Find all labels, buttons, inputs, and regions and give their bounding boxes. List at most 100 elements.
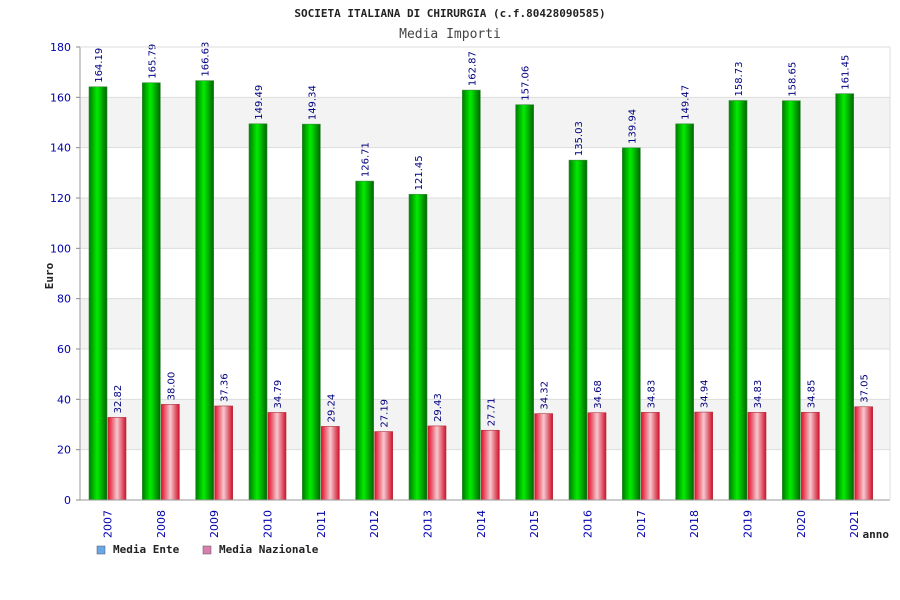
legend-label-media-ente: Media Ente [113, 543, 180, 556]
bar-media-ente-2019 [728, 100, 748, 501]
data-label-media-nazionale-2016: 34.68 [593, 380, 604, 409]
x-tick-label: 2011 [315, 510, 328, 538]
bar-media-nazionale-2010 [267, 412, 287, 501]
data-label-media-nazionale-2017: 34.83 [646, 380, 657, 409]
x-axis-label: anno [863, 528, 890, 541]
data-label-media-ente-2020: 158.65 [787, 62, 798, 97]
bar-media-nazionale-2017 [641, 412, 660, 501]
bar-media-ente-2012 [355, 180, 374, 501]
x-tick-label: 2013 [422, 510, 435, 538]
data-label-media-ente-2009: 166.63 [201, 42, 212, 77]
bar-media-ente-2018 [675, 123, 694, 501]
data-label-media-ente-2012: 126.71 [361, 142, 372, 177]
bar-media-ente-2010 [248, 123, 268, 501]
x-tick-label: 2021 [848, 510, 861, 538]
bar-media-nazionale-2015 [534, 413, 553, 501]
legend-swatch-media-ente [96, 545, 106, 555]
data-label-media-ente-2013: 121.45 [414, 155, 425, 190]
y-tick-label: 140 [50, 142, 71, 155]
y-tick-label: 160 [50, 91, 71, 104]
bar-media-ente-2008 [142, 82, 161, 501]
bar-media-nazionale-2011 [321, 426, 340, 501]
bar-media-ente-2020 [782, 100, 801, 501]
data-label-media-ente-2008: 165.79 [147, 44, 158, 79]
data-label-media-nazionale-2021: 37.05 [860, 374, 871, 403]
bar-media-nazionale-2014 [481, 429, 500, 501]
chart-subtitle: Media Importi [399, 27, 501, 42]
data-label-media-ente-2017: 139.94 [627, 109, 638, 144]
data-label-media-nazionale-2014: 27.71 [486, 398, 497, 427]
y-tick-label: 20 [57, 444, 71, 457]
y-tick-label: 100 [50, 242, 71, 255]
bar-media-nazionale-2021 [854, 406, 873, 501]
grid-band [80, 97, 890, 148]
y-tick-label: 0 [64, 494, 71, 507]
bar-media-ente-2016 [568, 159, 588, 501]
bar-media-ente-2013 [408, 194, 428, 501]
x-tick-label: 2020 [795, 510, 808, 538]
data-label-media-ente-2014: 162.87 [467, 51, 478, 86]
data-label-media-ente-2019: 158.73 [734, 62, 745, 97]
data-label-media-nazionale-2015: 34.32 [540, 381, 551, 410]
y-tick-label: 40 [57, 393, 71, 406]
y-axis-label: Euro [43, 262, 56, 289]
y-tick-label: 120 [50, 192, 71, 205]
bar-media-ente-2009 [195, 80, 214, 501]
x-tick-label: 2017 [635, 510, 648, 538]
data-label-media-ente-2011: 149.34 [307, 85, 318, 120]
bar-media-nazionale-2020 [801, 411, 820, 501]
data-label-media-ente-2021: 161.45 [841, 55, 852, 90]
x-tick-label: 2019 [742, 510, 755, 538]
data-label-media-ente-2018: 149.47 [681, 85, 692, 120]
data-label-media-nazionale-2008: 38.00 [166, 372, 177, 401]
bar-media-ente-2015 [515, 104, 534, 501]
x-tick-label: 2015 [528, 510, 541, 538]
data-label-media-nazionale-2020: 34.85 [806, 380, 817, 409]
legend-label-media-nazionale: Media Nazionale [219, 543, 319, 556]
data-label-media-ente-2007: 164.19 [94, 48, 105, 83]
bar-media-nazionale-2019 [747, 412, 767, 501]
bar-media-nazionale-2012 [374, 431, 393, 501]
x-tick-label: 2007 [102, 510, 115, 538]
bar-media-ente-2021 [835, 93, 854, 501]
data-label-media-ente-2015: 157.06 [521, 66, 532, 101]
grid-band [80, 198, 890, 249]
data-label-media-nazionale-2013: 29.43 [433, 393, 444, 422]
bar-media-nazionale-2007 [107, 417, 127, 501]
bar-media-nazionale-2009 [214, 405, 233, 501]
data-label-media-nazionale-2009: 37.36 [220, 373, 231, 402]
bar-media-nazionale-2013 [427, 425, 447, 501]
x-tick-label: 2010 [262, 510, 275, 538]
legend: Media Ente Media Nazionale [96, 543, 319, 556]
bar-media-nazionale-2018 [694, 411, 713, 501]
data-label-media-nazionale-2019: 34.83 [753, 380, 764, 409]
data-label-media-nazionale-2007: 32.82 [113, 385, 124, 414]
bar-media-ente-2011 [302, 123, 321, 501]
grid-band [80, 349, 890, 400]
bar-media-ente-2007 [88, 86, 108, 501]
data-label-media-nazionale-2011: 29.24 [326, 394, 337, 423]
grid-band [80, 298, 890, 349]
data-label-media-nazionale-2010: 34.79 [273, 380, 284, 409]
y-tick-label: 80 [57, 293, 71, 306]
x-tick-label: 2016 [582, 510, 595, 538]
y-tick-label: 180 [50, 41, 71, 54]
grid-band [80, 147, 890, 198]
data-label-media-ente-2010: 149.49 [254, 85, 265, 120]
bar-media-nazionale-2016 [587, 412, 607, 501]
y-tick-label: 60 [57, 343, 71, 356]
bar-media-nazionale-2008 [161, 404, 180, 501]
x-tick-label: 2008 [155, 510, 168, 538]
chart-title: SOCIETA ITALIANA DI CHIRURGIA (c.f.80428… [294, 7, 605, 20]
data-label-media-nazionale-2012: 27.19 [380, 399, 391, 428]
grid-band [80, 248, 890, 299]
data-label-media-nazionale-2018: 34.94 [700, 379, 711, 408]
data-label-media-ente-2016: 135.03 [574, 121, 585, 156]
x-tick-label: 2012 [368, 510, 381, 538]
x-tick-label: 2014 [475, 510, 488, 538]
x-tick-label: 2009 [208, 510, 221, 538]
bar-media-ente-2017 [622, 147, 641, 501]
bar-media-ente-2014 [462, 89, 481, 501]
